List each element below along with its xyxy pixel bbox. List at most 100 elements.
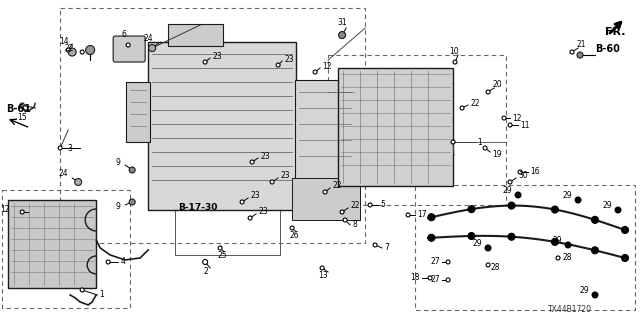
Circle shape	[591, 216, 598, 223]
Bar	[328, 55, 506, 205]
Circle shape	[339, 32, 346, 38]
Circle shape	[486, 90, 490, 94]
Text: 23: 23	[280, 172, 290, 180]
Text: 29: 29	[472, 239, 482, 248]
Circle shape	[20, 103, 24, 107]
Circle shape	[428, 214, 435, 221]
Text: 11: 11	[520, 121, 529, 130]
Circle shape	[148, 44, 156, 52]
Text: 10: 10	[449, 46, 459, 56]
Circle shape	[468, 206, 475, 212]
Circle shape	[570, 50, 574, 54]
Circle shape	[428, 234, 435, 241]
Bar	[168, 24, 223, 46]
Circle shape	[451, 140, 455, 144]
Circle shape	[614, 206, 621, 213]
Circle shape	[446, 260, 450, 264]
Circle shape	[218, 246, 222, 250]
Circle shape	[502, 116, 506, 120]
Circle shape	[556, 256, 560, 260]
Circle shape	[518, 170, 522, 174]
Bar	[295, 80, 355, 180]
Text: 24: 24	[143, 34, 153, 43]
Bar	[292, 178, 360, 220]
Circle shape	[577, 52, 583, 58]
Text: 29: 29	[552, 236, 562, 245]
Circle shape	[428, 276, 432, 280]
Text: 27: 27	[431, 276, 440, 284]
Text: 30: 30	[518, 172, 528, 180]
Text: TX44B1720: TX44B1720	[548, 305, 592, 314]
Circle shape	[552, 238, 559, 245]
Circle shape	[129, 199, 135, 205]
Bar	[415, 185, 635, 310]
Text: 23: 23	[258, 207, 268, 217]
Circle shape	[343, 218, 347, 222]
Circle shape	[203, 60, 207, 64]
Bar	[175, 185, 280, 255]
Circle shape	[86, 45, 95, 54]
Circle shape	[453, 60, 457, 64]
Circle shape	[508, 202, 515, 209]
Circle shape	[373, 243, 377, 247]
Bar	[338, 68, 453, 186]
Text: 17: 17	[417, 211, 427, 220]
Text: 14: 14	[60, 36, 69, 45]
Text: 9: 9	[115, 158, 120, 167]
Circle shape	[591, 247, 598, 254]
Text: 23: 23	[260, 151, 269, 161]
Text: B-17-30: B-17-30	[179, 203, 218, 212]
Text: FR.: FR.	[605, 27, 625, 37]
Text: 23: 23	[250, 191, 260, 201]
Text: 29: 29	[602, 202, 612, 211]
Text: 22: 22	[470, 99, 479, 108]
Text: 15: 15	[17, 113, 27, 122]
Circle shape	[621, 227, 628, 234]
Circle shape	[486, 263, 490, 267]
Text: 24: 24	[58, 170, 68, 179]
FancyBboxPatch shape	[113, 36, 145, 62]
Text: 13: 13	[318, 271, 328, 280]
Text: 18: 18	[411, 274, 420, 283]
Circle shape	[484, 244, 492, 252]
Text: 25: 25	[218, 252, 227, 260]
Text: 7: 7	[384, 244, 389, 252]
Circle shape	[340, 210, 344, 214]
Text: 26: 26	[289, 231, 299, 240]
Bar	[148, 42, 296, 210]
Text: 12: 12	[1, 205, 10, 214]
Text: 2: 2	[204, 268, 209, 276]
Circle shape	[320, 266, 324, 270]
Circle shape	[276, 63, 280, 67]
Text: 29: 29	[502, 187, 512, 196]
Text: 28: 28	[490, 263, 500, 272]
Circle shape	[58, 146, 62, 150]
Circle shape	[575, 196, 582, 204]
Circle shape	[203, 260, 207, 264]
Text: 6: 6	[122, 29, 127, 38]
Circle shape	[248, 216, 252, 220]
Text: 23: 23	[212, 52, 221, 60]
Circle shape	[368, 203, 372, 207]
Circle shape	[313, 70, 317, 74]
Text: 5: 5	[380, 201, 385, 210]
Text: 1: 1	[99, 291, 104, 300]
Circle shape	[290, 226, 294, 230]
Text: 12: 12	[322, 61, 332, 70]
Bar	[126, 82, 150, 142]
Circle shape	[250, 160, 254, 164]
Bar	[8, 200, 96, 288]
Text: 22: 22	[65, 44, 74, 52]
Circle shape	[515, 191, 522, 198]
Circle shape	[591, 292, 598, 299]
Circle shape	[129, 167, 135, 173]
Circle shape	[20, 210, 24, 214]
Text: B-60: B-60	[595, 44, 620, 54]
Circle shape	[126, 43, 130, 47]
Text: 28: 28	[562, 253, 572, 262]
Circle shape	[446, 278, 450, 282]
Circle shape	[323, 190, 327, 194]
Circle shape	[406, 213, 410, 217]
Circle shape	[483, 146, 487, 150]
Circle shape	[66, 48, 70, 52]
